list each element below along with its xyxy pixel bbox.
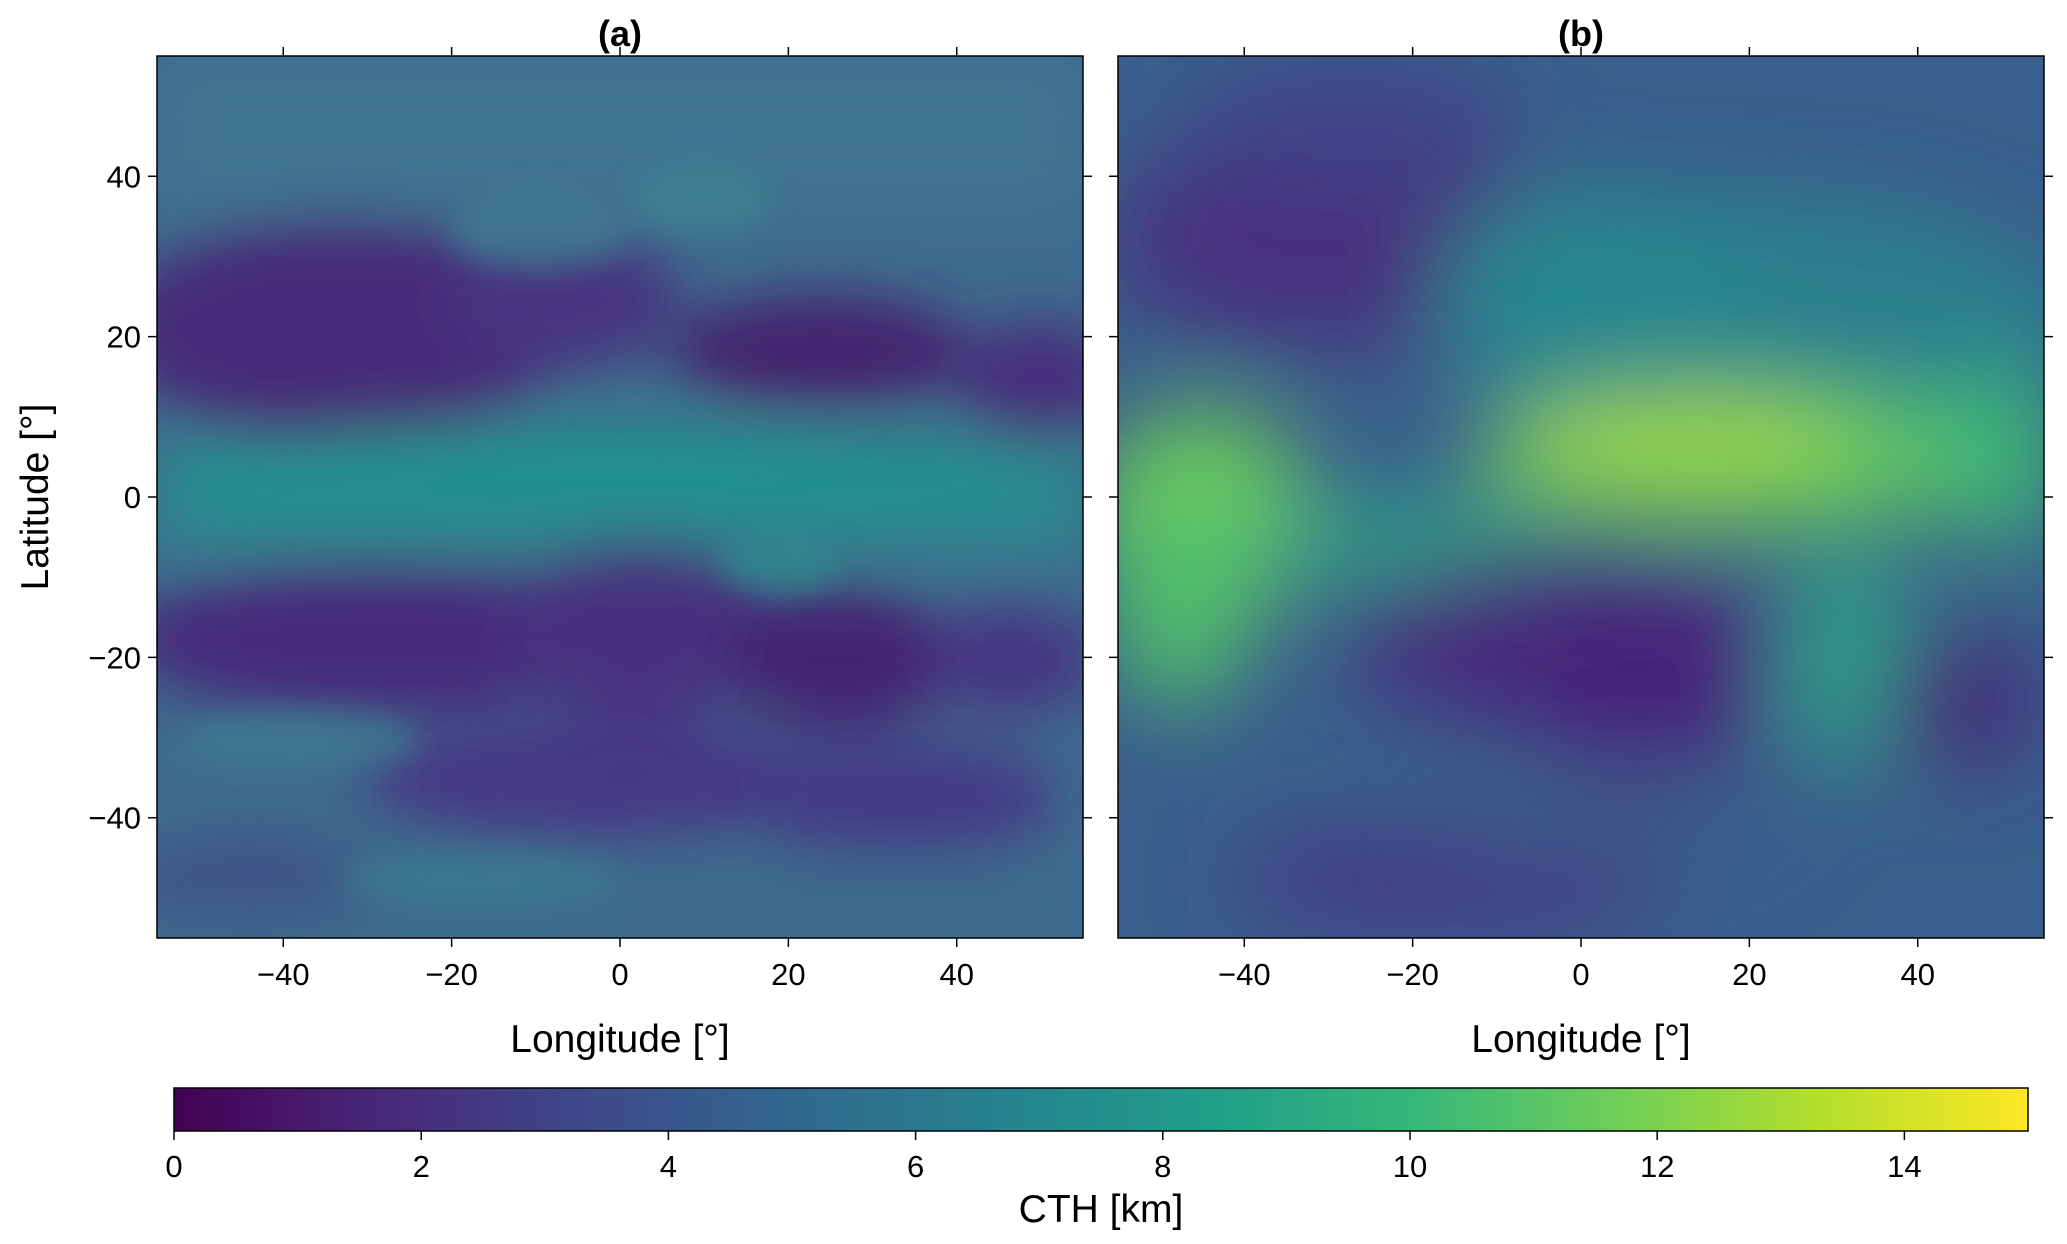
ytick-label: −40 bbox=[88, 801, 141, 836]
panel-a-ticks: −40 −20 0 20 40 40 20 0 −20 −40 bbox=[88, 47, 1092, 992]
colorbar-tick-label: 6 bbox=[907, 1149, 924, 1184]
panel-a-xlabel: Longitude [°] bbox=[510, 1018, 729, 1061]
xtick-label: 0 bbox=[611, 957, 628, 992]
panel-b-heatmap bbox=[1118, 56, 2044, 938]
panel-b-ticks: −40 −20 0 20 40 bbox=[1109, 47, 2053, 992]
colorbar-tick-label: 8 bbox=[1154, 1149, 1171, 1184]
colorbar bbox=[173, 1087, 2029, 1132]
panel-a-ylabel: Latitude [°] bbox=[14, 404, 57, 591]
colorbar-tick-label: 4 bbox=[660, 1149, 677, 1184]
xtick-label: 40 bbox=[939, 957, 973, 992]
xtick-label: −20 bbox=[1386, 957, 1439, 992]
xtick-label: 20 bbox=[1732, 957, 1766, 992]
ytick-label: 40 bbox=[107, 159, 141, 194]
ytick-label: 20 bbox=[107, 320, 141, 355]
panel-a-heatmap bbox=[157, 56, 1083, 938]
xtick-label: −20 bbox=[425, 957, 478, 992]
xtick-label: 40 bbox=[1900, 957, 1934, 992]
panel-b-xlabel: Longitude [°] bbox=[1471, 1018, 1690, 1061]
xtick-label: 0 bbox=[1572, 957, 1589, 992]
colorbar-tick-label: 0 bbox=[165, 1149, 182, 1184]
xtick-label: −40 bbox=[257, 957, 310, 992]
colorbar-tick-label: 14 bbox=[1887, 1149, 1921, 1184]
ytick-label: 0 bbox=[124, 480, 141, 515]
xtick-label: 20 bbox=[771, 957, 805, 992]
colorbar-ticks: 0 2 4 6 8 10 12 14 bbox=[165, 1131, 1922, 1184]
colorbar-tick-label: 12 bbox=[1640, 1149, 1674, 1184]
xtick-label: −40 bbox=[1218, 957, 1271, 992]
colorbar-tick-label: 2 bbox=[413, 1149, 430, 1184]
colorbar-tick-label: 10 bbox=[1393, 1149, 1427, 1184]
ytick-label: −20 bbox=[88, 640, 141, 675]
colorbar-label: CTH [km] bbox=[1019, 1188, 1184, 1231]
